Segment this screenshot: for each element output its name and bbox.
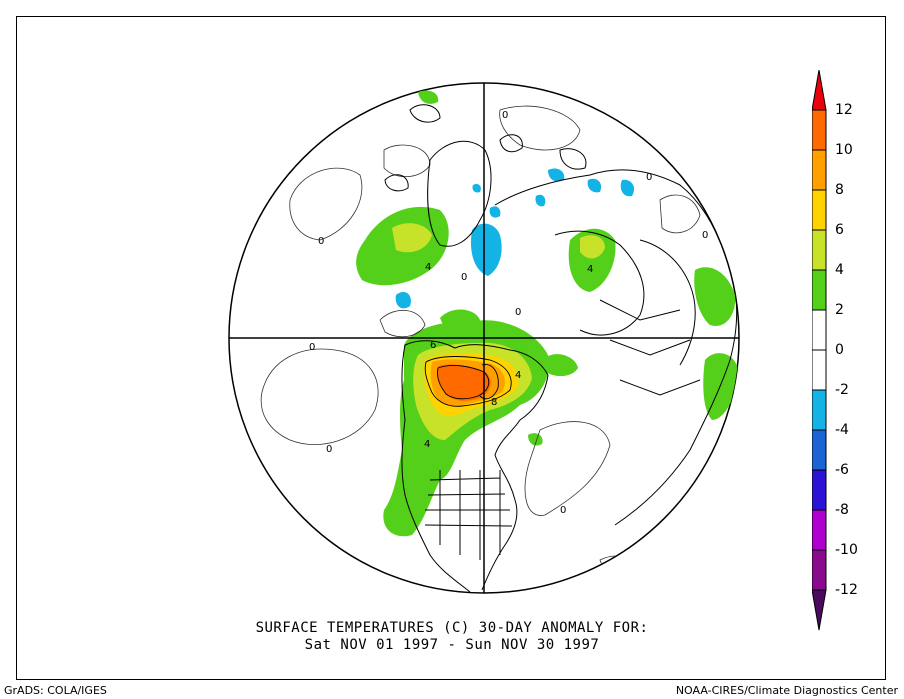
colorbar-segment [812,229,827,271]
colorbar-segment [812,429,827,471]
footer-right: NOAA-CIRES/Climate Diagnostics Center [675,684,898,697]
colorbar-tick-label: 0 [835,342,844,358]
colorbar-tick-label: -2 [835,382,849,398]
colorbar [812,70,827,631]
contour-label: 0 [502,110,508,121]
colorbar-segment [812,109,827,151]
title-line-2: Sat NOV 01 1997 - Sun NOV 30 1997 [304,637,600,653]
contour-label: 4 [515,370,521,381]
colorbar-cap-bottom [812,589,827,631]
colorbar-tick-label: -6 [835,462,849,478]
colorbar-tick-label: 4 [835,262,844,278]
colorbar-tick-label: -4 [835,422,849,438]
contour-label: 0 [326,444,332,455]
colorbar-tick-label: -12 [835,582,858,598]
contour-label: 4 [587,264,593,275]
colorbar-tick-label: 10 [835,142,853,158]
plot-frame [16,16,886,680]
colorbar-segment [812,509,827,551]
anomaly-fills [356,90,738,537]
contour-label: 4 [425,262,431,273]
contour-label: 0 [702,230,708,241]
footer-left: GrADS: COLA/IGES [4,684,107,697]
colorbar-segment [812,469,827,511]
colorbar-segment [812,549,827,591]
contour-label: 8 [491,397,497,408]
contour-label: 0 [461,272,467,283]
contour-label: 0 [515,307,521,318]
contour-label: 0 [560,505,566,516]
title-line-1: SURFACE TEMPERATURES (C) 30-DAY ANOMALY … [255,620,649,636]
colorbar-segment [812,349,827,391]
colorbar-cap-top [812,70,827,111]
zero-contours [260,105,701,577]
colorbar-tick-label: 8 [835,182,844,198]
colorbar-tick-label: 6 [835,222,844,238]
contour-label: 0 [318,236,324,247]
colorbar-segment [812,389,827,431]
colorbar-segment [812,189,827,231]
contour-label: 0 [309,342,315,353]
colorbar-segment [812,149,827,191]
contour-labels: 0 0 0 0 0 0 0 0 0 4 4 4 6 8 4 [309,110,708,516]
contour-label: 0 [646,172,652,183]
contour-label: 6 [430,340,436,351]
contour-label: 4 [424,439,430,450]
colorbar-tick-label: 12 [835,102,853,118]
colorbar-segment [812,269,827,311]
colorbar-tick-label: -10 [835,542,858,558]
warm-contours [424,356,512,407]
colorbar-tick-label: -8 [835,502,849,518]
colorbar-tick-label: 2 [835,302,844,318]
colorbar-segment [812,309,827,351]
